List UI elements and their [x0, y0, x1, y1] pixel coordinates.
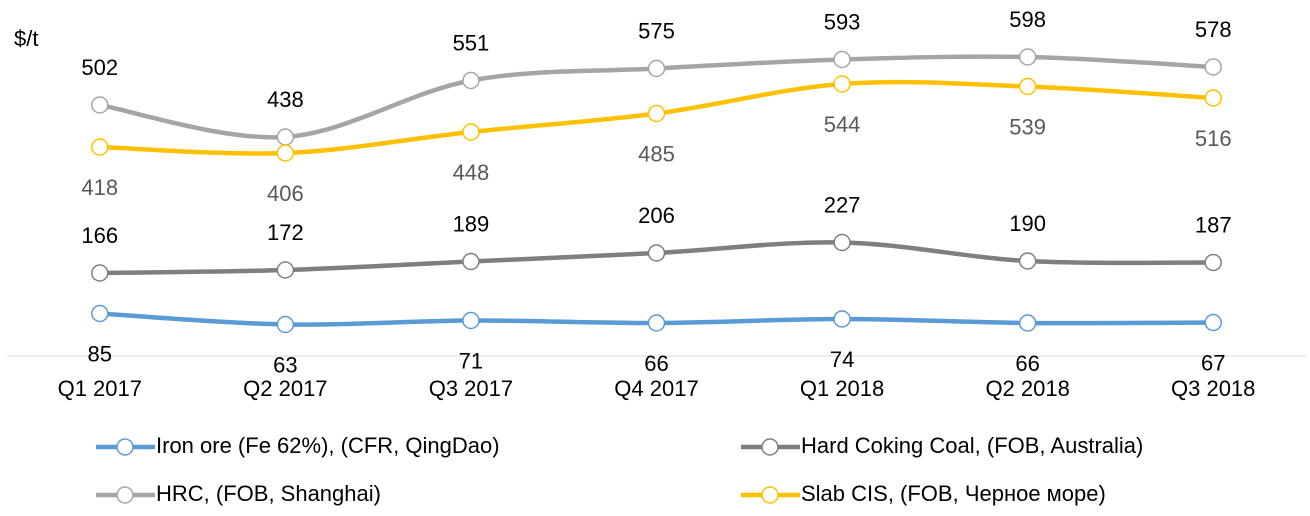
data-label: 485 [638, 141, 675, 166]
x-tick-label: Q3 2018 [1171, 376, 1255, 401]
point-marker [833, 50, 851, 69]
point-marker [1018, 77, 1037, 96]
data-label: 85 [88, 341, 112, 366]
point-marker [276, 128, 295, 146]
legend-marker [116, 486, 134, 504]
point-marker [647, 59, 666, 78]
x-tick-label: Q1 2017 [58, 376, 142, 401]
point-marker [462, 311, 480, 330]
data-label: 74 [830, 347, 854, 372]
data-label: 448 [453, 160, 490, 185]
data-label: 71 [459, 348, 483, 373]
point-marker [462, 71, 480, 90]
point-marker [647, 104, 666, 123]
data-label: 67 [1201, 350, 1225, 375]
data-label: 438 [267, 87, 304, 112]
data-label: 575 [638, 18, 675, 43]
data-label: 190 [1009, 211, 1046, 236]
data-label: 187 [1195, 212, 1232, 237]
legend-marker [761, 486, 779, 504]
data-label: 406 [267, 181, 304, 206]
point-marker [462, 123, 480, 141]
data-label: 516 [1195, 126, 1232, 151]
x-tick-label: Q3 2017 [429, 376, 513, 401]
legend-label: HRC, (FOB, Shanghai) [156, 481, 381, 506]
legend-marker [761, 438, 779, 456]
point-marker [647, 244, 666, 262]
x-tick-label: Q2 2017 [243, 376, 327, 401]
point-marker [833, 233, 851, 252]
data-label: 551 [453, 30, 490, 55]
point-marker [1204, 58, 1222, 76]
point-marker [833, 310, 851, 328]
data-label: 63 [273, 352, 297, 377]
point-marker [276, 144, 295, 162]
point-marker [1018, 252, 1037, 270]
data-label: 66 [1015, 351, 1039, 376]
point-marker [91, 264, 109, 282]
legend-label: Slab CIS, (FOB, Черное море) [801, 481, 1106, 506]
point-marker [91, 96, 109, 114]
data-label: 418 [81, 175, 118, 200]
x-tick-label: Q2 2018 [985, 376, 1069, 401]
data-label: 227 [824, 192, 861, 217]
data-label: 189 [453, 211, 490, 236]
point-marker [462, 252, 480, 271]
x-tick-label: Q4 2017 [614, 376, 698, 401]
x-tick-label: Q1 2018 [800, 376, 884, 401]
legend-label: Iron ore (Fe 62%), (CFR, QingDao) [156, 433, 500, 458]
data-label: 578 [1195, 17, 1232, 42]
data-label: 206 [638, 203, 675, 228]
data-label: 598 [1009, 7, 1046, 32]
point-marker [833, 75, 851, 93]
legend-marker [116, 438, 134, 456]
point-marker [1204, 253, 1222, 272]
legend-label: Hard Coking Coal, (FOB, Australia) [801, 433, 1143, 458]
data-label: 166 [81, 223, 118, 248]
point-marker [276, 261, 295, 279]
data-label: 502 [81, 55, 118, 80]
y-axis-label: $/t [14, 26, 38, 51]
point-marker [91, 138, 109, 156]
point-marker [647, 314, 666, 332]
point-marker [1018, 314, 1037, 332]
data-label: 66 [644, 351, 668, 376]
point-marker [91, 304, 109, 323]
data-label: 544 [824, 112, 861, 137]
point-marker [1204, 89, 1222, 107]
data-label: 593 [824, 9, 861, 34]
data-label: 172 [267, 220, 304, 245]
point-marker [276, 315, 295, 334]
point-marker [1204, 313, 1222, 332]
data-label: 539 [1009, 114, 1046, 139]
point-marker [1018, 48, 1037, 66]
